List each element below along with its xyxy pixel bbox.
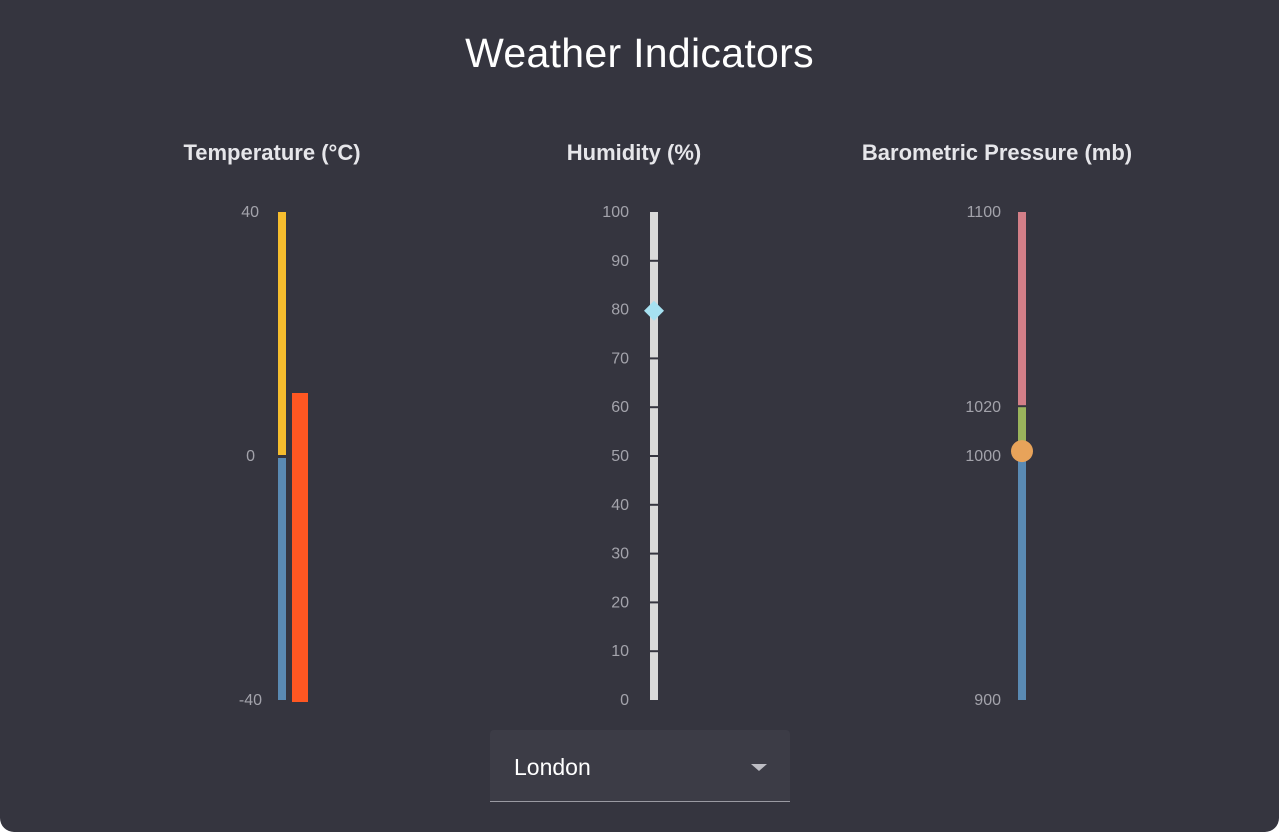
humidity-tick-label: 30 — [611, 546, 629, 563]
pressure-tick-label: 900 — [974, 692, 1001, 709]
temperature-tick-label: 40 — [241, 204, 259, 221]
humidity-tick-label: 50 — [611, 448, 629, 465]
pressure-normal-segment — [1018, 407, 1026, 456]
humidity-marker — [644, 300, 664, 321]
city-select[interactable]: London — [490, 730, 790, 802]
pressure-high-segment — [1018, 212, 1026, 406]
temperature-value-bar — [292, 393, 308, 702]
temperature-gauge: 40 0 -40 — [239, 204, 308, 709]
humidity-tick-label: 10 — [611, 643, 629, 660]
humidity-tick-label: 60 — [611, 399, 629, 416]
temperature-warm-segment — [278, 212, 286, 455]
temperature-title: Temperature (°C) — [183, 140, 361, 165]
temperature-tick-label: -40 — [239, 692, 262, 709]
temperature-tick-label: 0 — [246, 448, 255, 465]
humidity-tick-label: 0 — [620, 692, 629, 709]
pressure-tick-label: 1020 — [965, 399, 1001, 416]
pressure-low-segment — [1018, 458, 1026, 700]
humidity-tick-label: 40 — [611, 497, 629, 514]
humidity-tick-label: 80 — [611, 302, 629, 319]
humidity-tick-label: 90 — [611, 253, 629, 270]
chevron-down-icon — [751, 764, 767, 771]
pressure-gauge: 1100 1020 1000 900 — [965, 204, 1033, 709]
pressure-marker — [1011, 440, 1033, 463]
pressure-tick-label: 1000 — [965, 448, 1001, 465]
pressure-title: Barometric Pressure (mb) — [861, 140, 1133, 165]
humidity-tick-label: 70 — [611, 350, 629, 367]
temperature-cold-segment — [278, 458, 286, 700]
page-title: Weather Indicators — [465, 30, 814, 76]
humidity-tick-label: 100 — [602, 204, 629, 221]
pressure-tick-label: 1100 — [967, 204, 1002, 221]
city-select-value: London — [514, 754, 591, 780]
humidity-title: Humidity (%) — [566, 140, 702, 165]
pressure-tick-labels: 1100 1020 1000 900 — [965, 204, 1001, 709]
humidity-tick-label: 20 — [611, 594, 629, 611]
